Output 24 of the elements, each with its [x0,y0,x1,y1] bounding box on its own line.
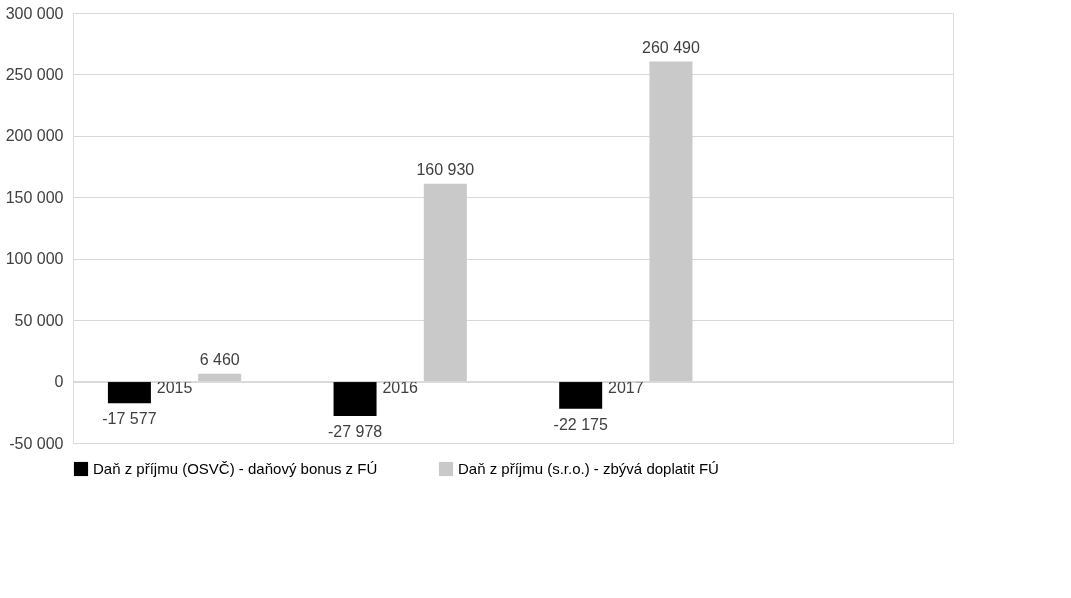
y-tick-label: 150 000 [5,188,64,206]
bar [107,381,151,404]
bar [649,61,693,382]
bar [559,381,603,409]
data-label: 6 460 [199,350,240,368]
y-tick-label: 100 000 [5,250,64,268]
legend-label: Daň z příjmu (OSVČ) - daňový bonus z FÚ [93,460,378,477]
x-tick-label: 2016 [382,379,419,397]
data-label: -17 577 [102,410,157,428]
y-tick-label: 250 000 [5,65,64,83]
y-tick-label: -50 000 [9,434,64,452]
x-tick-label: 2015 [156,379,193,397]
data-label: 260 490 [642,38,700,56]
legend-label: Daň z příjmu (s.r.o.) - zbývá doplatit FÚ [458,460,719,477]
y-tick-label: 50 000 [14,311,64,329]
y-tick-label: 300 000 [5,4,64,22]
data-label: -27 978 [327,422,383,440]
y-tick-label: 200 000 [5,127,64,145]
bar [333,381,377,416]
y-tick-label: 0 [54,373,64,391]
data-label: -22 175 [553,415,608,433]
bar [423,183,467,382]
data-label: 160 930 [416,160,475,178]
x-tick-label: 2017 [608,379,644,397]
